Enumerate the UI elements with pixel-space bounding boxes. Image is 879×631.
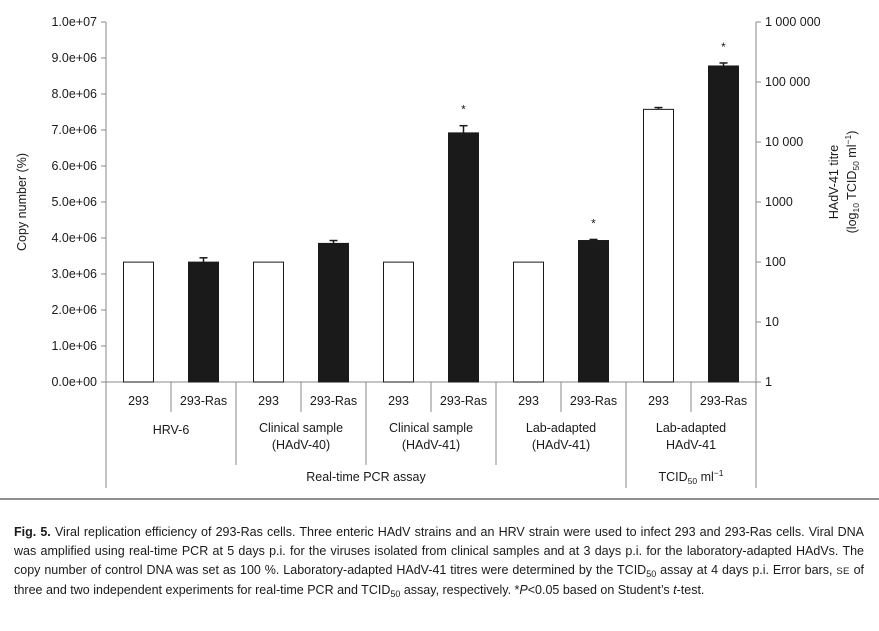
left-axis-label: Copy number (%)	[15, 153, 29, 251]
group-label: (HAdV-40)	[272, 438, 330, 452]
left-tick-label: 2.0e+06	[51, 303, 97, 317]
caption-text-3: of three and two independent experiments…	[14, 563, 864, 597]
caption-se: SE	[836, 566, 850, 577]
left-tick-label: 0.0e+00	[51, 375, 97, 389]
group-label: Lab-adapted	[656, 421, 726, 435]
caption-text-4: assay, respectively. *	[400, 583, 520, 597]
left-tick-label: 9.0e+06	[51, 51, 97, 65]
x-tick-label: 293-Ras	[440, 394, 487, 408]
left-tick-label: 5.0e+06	[51, 195, 97, 209]
x-tick-label: 293	[128, 394, 149, 408]
left-tick-label: 7.0e+06	[51, 123, 97, 137]
caption-text-1: Viral replication efficiency of 293-Ras …	[14, 525, 865, 577]
caption-fig-label: Fig. 5.	[14, 525, 51, 539]
figure-caption: Fig. 5. Viral replication efficiency of …	[14, 523, 864, 600]
caption-sub-1: 50	[646, 569, 657, 579]
right-tick-label: 10 000	[765, 135, 803, 149]
left-tick-label: 4.0e+06	[51, 231, 97, 245]
left-tick-label: 6.0e+06	[51, 159, 97, 173]
x-tick-label: 293-Ras	[310, 394, 357, 408]
section-label-pcr: Real-time PCR assay	[306, 470, 426, 484]
left-tick-label: 1.0e+07	[51, 15, 97, 29]
right-tick-label: 1000	[765, 195, 793, 209]
right-axis-label-line1: HAdV-41 titre	[827, 145, 841, 219]
group-label: HAdV-41	[666, 438, 716, 452]
caption-t: t	[673, 583, 677, 597]
bar-293-ras	[708, 65, 739, 383]
right-axis-label-line2: (log10 TCID50 ml−1)	[843, 131, 861, 234]
group-label: HRV-6	[153, 423, 190, 437]
right-tick-label: 1	[765, 375, 772, 389]
bars-layer	[123, 62, 739, 383]
group-label: (HAdV-41)	[532, 438, 590, 452]
significance-star: *	[461, 103, 466, 117]
x-tick-label: 293	[518, 394, 539, 408]
bar-293	[123, 261, 154, 383]
group-label: Clinical sample	[259, 421, 343, 435]
right-tick-label: 1 000 000	[765, 15, 821, 29]
chart-figure: 0.0e+00 1.0e+06 2.0e+06 3.0e+06 4.0e+06 5.0e+…	[0, 15, 879, 500]
left-tick-label: 8.0e+06	[51, 87, 97, 101]
bar-293	[383, 261, 414, 383]
bar-293-ras	[318, 242, 349, 383]
x-tick-label: 293	[388, 394, 409, 408]
section-label-tcid: TCID50 ml−1	[658, 468, 723, 486]
caption-sub-2: 50	[390, 589, 401, 599]
bar-293	[513, 261, 544, 383]
significance-star: *	[721, 40, 726, 54]
left-tick-label: 3.0e+06	[51, 267, 97, 281]
caption-text-2: assay at 4 days p.i. Error bars,	[656, 563, 837, 577]
x-tick-label: 293	[258, 394, 279, 408]
group-label: Lab-adapted	[526, 421, 596, 435]
caption-p: P	[519, 583, 528, 597]
bar-293-ras	[188, 261, 219, 383]
caption-text-6: -test.	[676, 583, 705, 597]
left-tick-label: 1.0e+06	[51, 339, 97, 353]
caption-text-5: <0.05 based on Student’s	[527, 583, 674, 597]
bar-293-ras	[578, 240, 609, 383]
right-tick-label: 100	[765, 255, 786, 269]
x-tick-label: 293-Ras	[700, 394, 747, 408]
bar-293	[253, 261, 284, 383]
group-label: Clinical sample	[389, 421, 473, 435]
group-label: (HAdV-41)	[402, 438, 460, 452]
x-tick-label: 293	[648, 394, 669, 408]
bar-293-ras	[448, 132, 479, 383]
axes-layer: 0.0e+00 1.0e+06 2.0e+06 3.0e+06 4.0e+06 5.0e+…	[0, 15, 879, 500]
x-tick-label: 293-Ras	[180, 394, 227, 408]
right-tick-label: 100 000	[765, 75, 810, 89]
right-tick-label: 10	[765, 315, 779, 329]
labels-layer: 293 293-Ras HRV-6 293 293-Ras Clinical sample…	[128, 40, 747, 486]
significance-star: *	[591, 216, 596, 230]
bar-293	[643, 108, 674, 383]
x-tick-label: 293-Ras	[570, 394, 617, 408]
